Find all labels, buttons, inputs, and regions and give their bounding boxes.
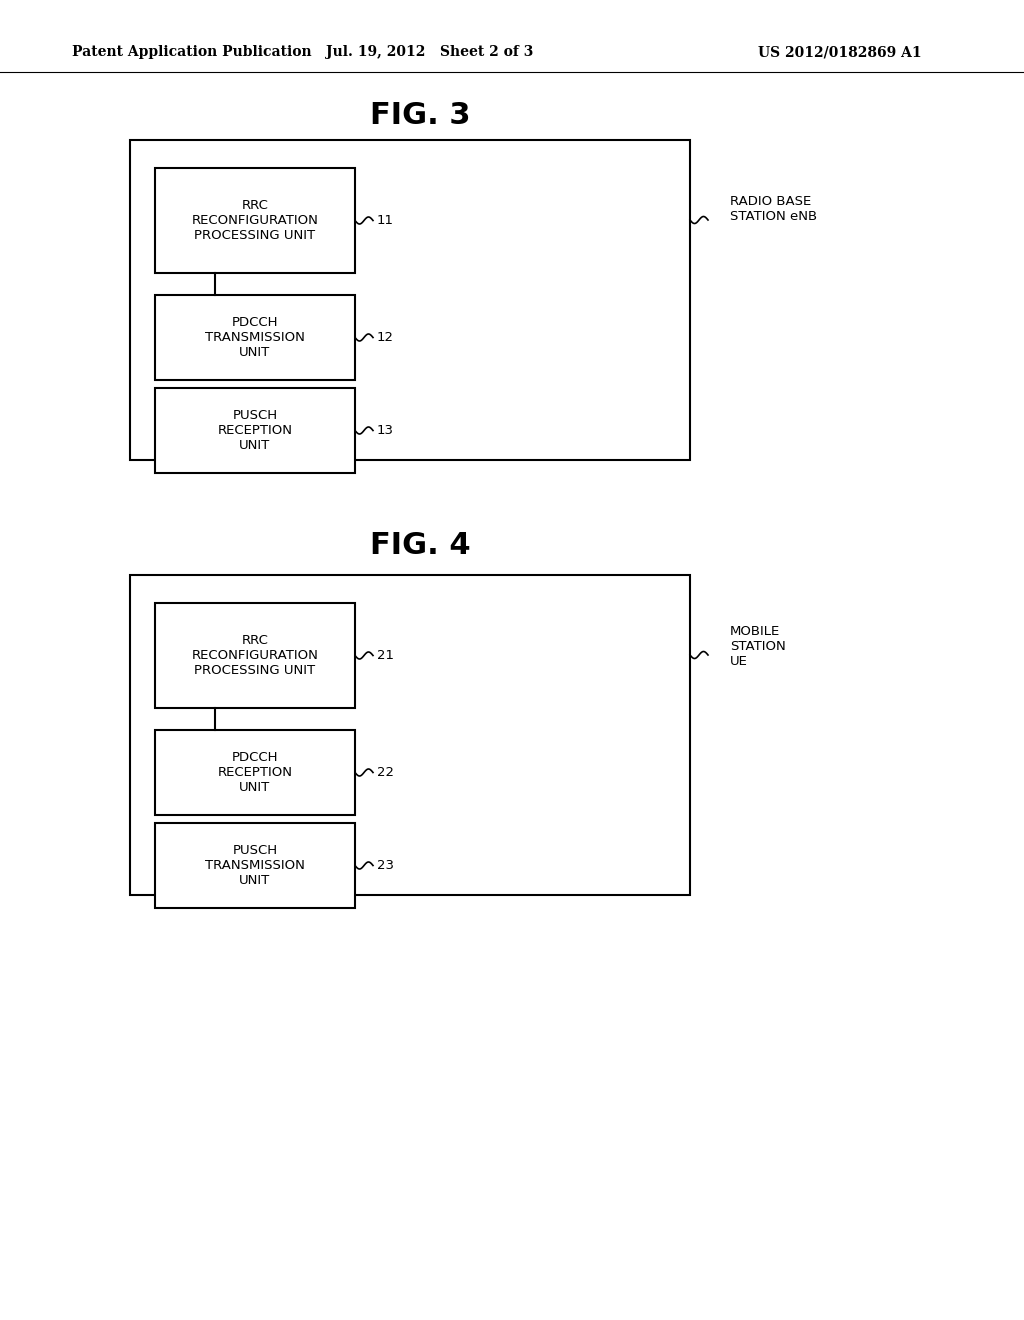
Text: PDCCH
RECEPTION
UNIT: PDCCH RECEPTION UNIT <box>217 751 293 795</box>
Text: FIG. 4: FIG. 4 <box>370 531 470 560</box>
Text: RADIO BASE
STATION eNB: RADIO BASE STATION eNB <box>730 195 817 223</box>
Text: PDCCH
TRANSMISSION
UNIT: PDCCH TRANSMISSION UNIT <box>205 315 305 359</box>
Text: PUSCH
TRANSMISSION
UNIT: PUSCH TRANSMISSION UNIT <box>205 843 305 887</box>
Bar <box>155 388 355 473</box>
Text: Jul. 19, 2012   Sheet 2 of 3: Jul. 19, 2012 Sheet 2 of 3 <box>327 45 534 59</box>
Bar <box>130 140 690 459</box>
Text: US 2012/0182869 A1: US 2012/0182869 A1 <box>758 45 922 59</box>
Text: RRC
RECONFIGURATION
PROCESSING UNIT: RRC RECONFIGURATION PROCESSING UNIT <box>191 634 318 677</box>
Bar <box>130 576 690 895</box>
Bar <box>155 822 355 908</box>
Text: Patent Application Publication: Patent Application Publication <box>72 45 311 59</box>
Bar <box>155 294 355 380</box>
Text: 12: 12 <box>377 331 394 345</box>
Text: 22: 22 <box>377 766 394 779</box>
Text: RRC
RECONFIGURATION
PROCESSING UNIT: RRC RECONFIGURATION PROCESSING UNIT <box>191 199 318 242</box>
Text: 11: 11 <box>377 214 394 227</box>
Text: MOBILE
STATION
UE: MOBILE STATION UE <box>730 624 785 668</box>
Text: FIG. 3: FIG. 3 <box>370 100 470 129</box>
Text: 21: 21 <box>377 649 394 663</box>
Text: 23: 23 <box>377 859 394 873</box>
Text: 13: 13 <box>377 424 394 437</box>
Text: PUSCH
RECEPTION
UNIT: PUSCH RECEPTION UNIT <box>217 409 293 451</box>
Bar <box>155 168 355 273</box>
Bar <box>155 730 355 814</box>
Bar <box>155 603 355 708</box>
